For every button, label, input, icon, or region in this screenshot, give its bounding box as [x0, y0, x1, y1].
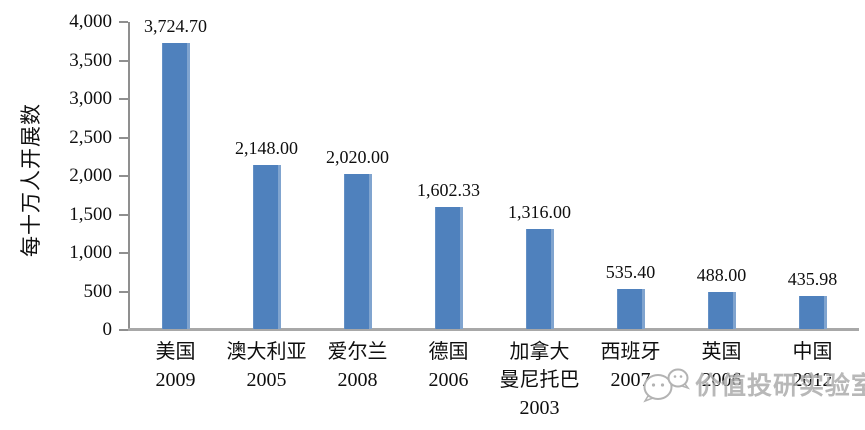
x-axis-category-line: 澳大利亚 — [226, 341, 307, 363]
x-axis-category-label: 中国 2012 — [755, 338, 865, 394]
x-axis-category-line: 2008 — [337, 369, 378, 391]
x-axis-category-label: 澳大利亚 2005 — [209, 338, 325, 394]
y-axis-tick-label: 2,000 — [69, 165, 112, 186]
x-axis-category-label: 美国 2009 — [118, 338, 234, 394]
y-axis-tick-mark — [119, 329, 128, 331]
x-axis-category-label: 英国 2006 — [664, 338, 780, 394]
x-axis-category-line: 2009 — [155, 369, 196, 391]
bar — [434, 207, 463, 329]
bar — [798, 296, 827, 329]
x-axis-category-label: 西班牙 2007 — [573, 338, 689, 394]
x-axis-category-line: 2005 — [246, 369, 287, 391]
x-axis-category-label: 加拿大曼尼托巴 2003 — [482, 338, 598, 422]
bar — [252, 165, 281, 329]
x-axis-line — [128, 328, 859, 331]
y-axis-tick-label: 3,500 — [69, 49, 112, 71]
bar-value-label: 1,316.00 — [508, 202, 571, 222]
y-axis-tick-label: 1,000 — [69, 242, 112, 263]
y-axis-tick-label: 500 — [83, 280, 113, 302]
x-axis-category-label: 爱尔兰 2008 — [300, 338, 416, 394]
x-axis-category-line: 2007 — [610, 369, 651, 391]
x-axis-category-label: 德国 2006 — [391, 338, 507, 394]
bar-value-label: 435.98 — [787, 269, 838, 289]
y-axis-tick-mark — [119, 290, 128, 293]
x-axis-category-line: 爱尔兰 — [327, 341, 388, 363]
y-axis-tick-label: 3,000 — [69, 88, 112, 109]
x-axis-category-line: 中国 — [792, 341, 833, 363]
x-axis-category-line: 2006 — [701, 369, 742, 391]
bar-value-label: 488.00 — [696, 265, 747, 285]
x-axis-category-line: 西班牙 — [600, 341, 661, 363]
y-axis-tick-label: 4,000 — [69, 11, 112, 32]
x-axis-category-line: 2006 — [428, 369, 469, 391]
bar — [525, 229, 554, 329]
x-axis-category-line: 2012 — [792, 369, 833, 391]
bar — [707, 292, 736, 329]
bar-value-label: 1,602.33 — [417, 180, 480, 200]
x-axis-category-line: 美国 — [155, 341, 196, 363]
bar-value-label: 535.40 — [605, 262, 656, 282]
y-axis-tick-label: 2,500 — [69, 126, 112, 148]
bar — [343, 174, 372, 329]
bar-value-label: 2,020.00 — [326, 147, 389, 167]
y-axis-tick-label: 0 — [102, 319, 113, 340]
x-axis-category-line: 曼尼托巴 — [499, 369, 580, 391]
y-axis-tick-mark — [119, 21, 128, 23]
bar — [161, 43, 190, 329]
bar — [616, 289, 645, 329]
y-axis-line — [128, 22, 130, 330]
x-axis-category-line: 2003 — [519, 397, 560, 419]
y-axis-tick-mark — [119, 98, 128, 100]
y-axis-tick-mark — [119, 59, 128, 62]
y-axis-tick-mark — [119, 136, 128, 139]
bar-value-label: 2,148.00 — [235, 138, 298, 158]
y-axis-tick-mark — [119, 252, 128, 254]
x-axis-category-line: 加拿大 — [509, 341, 570, 363]
bar-value-label: 3,724.70 — [144, 16, 207, 36]
x-axis-category-line: 英国 — [701, 341, 742, 363]
x-axis-category-line: 德国 — [428, 341, 469, 363]
y-axis-tick-mark — [119, 175, 128, 177]
y-axis-tick-mark — [119, 213, 128, 216]
y-axis-tick-label: 1,500 — [69, 203, 112, 225]
